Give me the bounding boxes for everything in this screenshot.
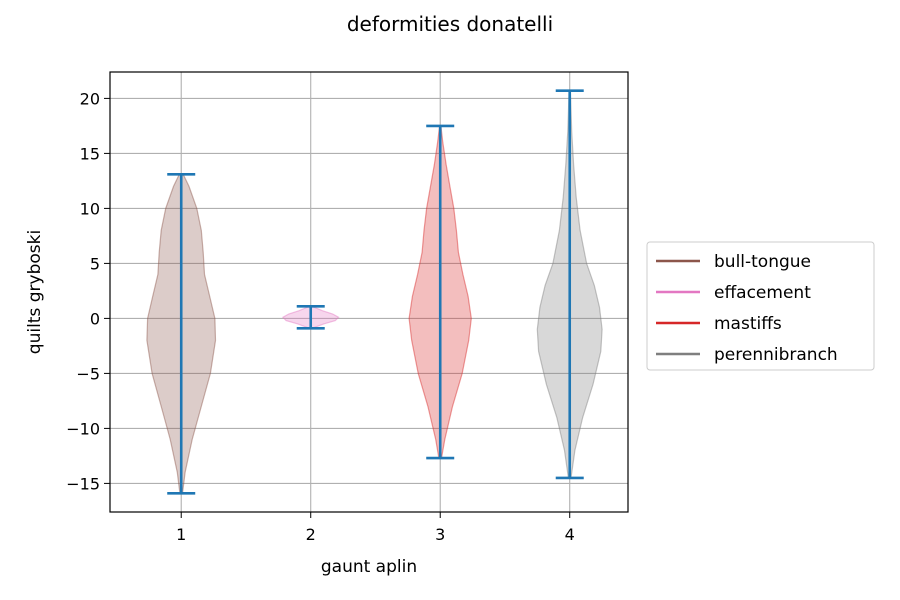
y-tick-label: −15 xyxy=(66,474,100,493)
legend-box xyxy=(646,241,875,371)
x-axis-label: gaunt aplin xyxy=(321,557,417,577)
chart-title: deformities donatelli xyxy=(347,12,553,36)
y-axis-label: quilts gryboski xyxy=(25,230,45,354)
legend: bull-tongue effacement mastiffs perennibran… xyxy=(646,241,875,371)
legend-label-bull-tongue: bull-tongue xyxy=(714,252,811,272)
x-tick-label: 2 xyxy=(306,525,316,544)
x-axis-ticks: 1 2 3 4 xyxy=(176,512,575,544)
legend-label-effacement: effacement xyxy=(714,283,811,303)
y-tick-label: 15 xyxy=(80,144,100,163)
legend-label-mastiffs: mastiffs xyxy=(714,314,782,334)
y-tick-label: 20 xyxy=(80,89,100,108)
y-axis-ticks: −15 −10 −5 0 5 10 15 20 xyxy=(66,89,110,493)
legend-label-perennibranch: perennibranch xyxy=(714,345,838,365)
y-tick-label: 10 xyxy=(80,199,100,218)
x-tick-label: 3 xyxy=(435,525,445,544)
plot-area-frame xyxy=(109,71,629,513)
whiskers xyxy=(167,89,584,495)
violin-bodies xyxy=(146,90,603,494)
y-tick-label: −5 xyxy=(76,364,100,383)
x-tick-label: 4 xyxy=(565,525,575,544)
y-tick-label: 0 xyxy=(90,309,100,328)
x-tick-label: 1 xyxy=(176,525,186,544)
y-tick-label: −10 xyxy=(66,419,100,438)
y-tick-label: 5 xyxy=(90,254,100,273)
